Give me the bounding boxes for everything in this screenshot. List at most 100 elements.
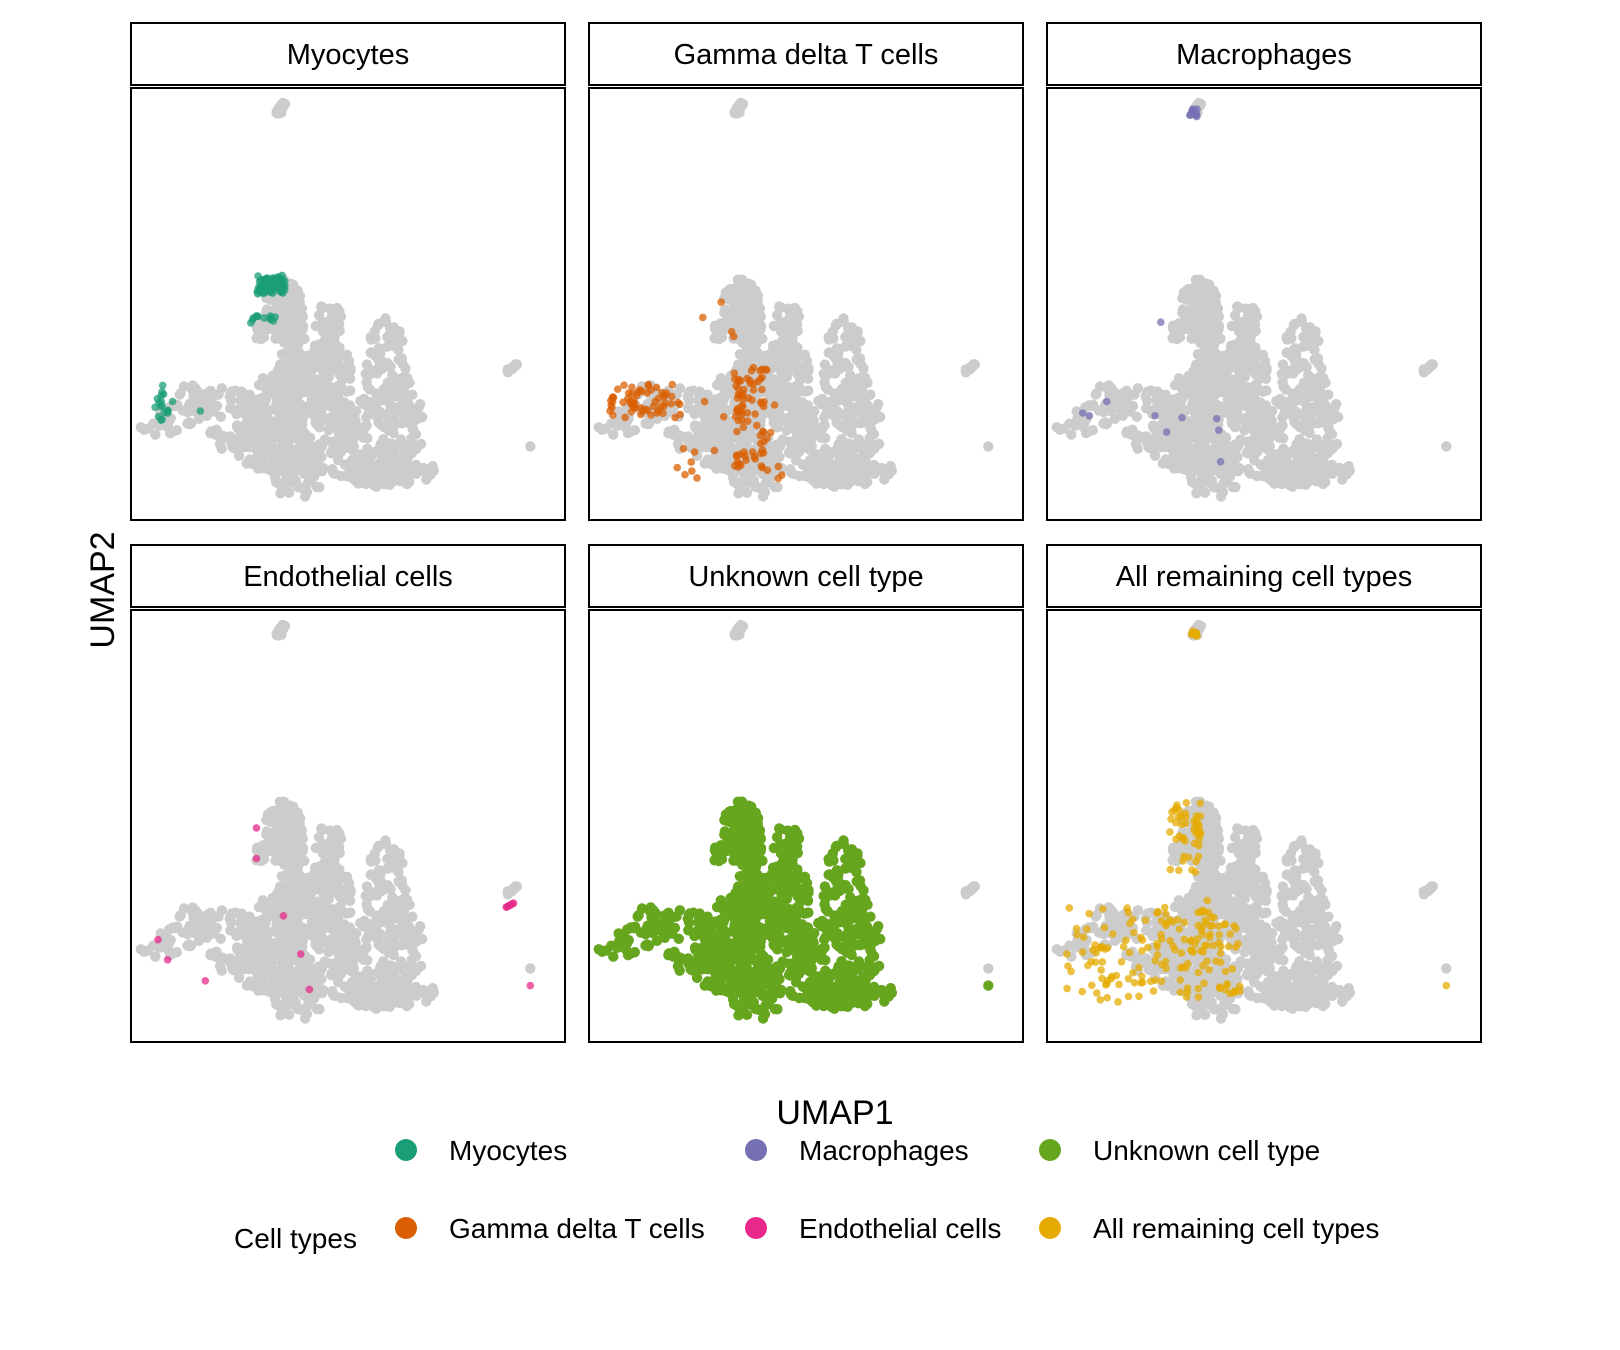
background-point (347, 929, 358, 940)
facet-strip (130, 22, 566, 86)
background-point (271, 451, 282, 462)
background-point (878, 467, 889, 478)
facet-panels: Myocytes Gamma delta T cells MacrophagesEn… (130, 22, 1482, 1043)
background-point (1261, 441, 1272, 453)
background-point (302, 441, 313, 452)
background-point (1186, 428, 1197, 439)
facet-panel: Myocytes (130, 22, 566, 521)
background-point (378, 362, 389, 373)
background-point (1202, 444, 1214, 456)
background-point (1282, 334, 1293, 345)
background-point (325, 365, 336, 376)
background-point (260, 408, 272, 419)
background-point (1251, 446, 1263, 458)
highlight-point (1214, 426, 1223, 435)
highlight-point (609, 393, 618, 402)
background-point (833, 348, 844, 359)
highlight-point (699, 313, 707, 322)
background-point (684, 395, 695, 406)
background-point (821, 450, 832, 462)
background-point (334, 325, 345, 337)
background-point (799, 386, 810, 397)
background-point (286, 406, 297, 417)
facet-panel: Gamma delta T cells (588, 22, 1024, 521)
background-point (1237, 415, 1248, 426)
background-point (1225, 340, 1237, 351)
background-point (345, 441, 356, 453)
background-point (1218, 368, 1230, 380)
background-point (854, 353, 866, 364)
background-point (698, 405, 709, 416)
background-point (1194, 436, 1205, 447)
background-point (737, 307, 748, 319)
background-point (1102, 384, 1114, 395)
background-point (825, 398, 836, 410)
background-point (293, 373, 304, 384)
background-point (350, 937, 361, 948)
background-point (296, 332, 307, 343)
background-point (1226, 462, 1237, 473)
background-point (295, 399, 306, 410)
background-point (316, 301, 327, 312)
background-point (281, 468, 293, 480)
background-point (1149, 450, 1161, 461)
background-point (1204, 291, 1215, 302)
background-point (311, 931, 322, 943)
background-point (833, 439, 844, 450)
background-point (215, 933, 226, 944)
background-point (262, 463, 273, 475)
background-point (1215, 484, 1226, 495)
panel-border (588, 87, 1024, 521)
background-point (334, 407, 345, 418)
background-point (343, 355, 355, 367)
highlight-point (281, 286, 289, 294)
background-point (1070, 420, 1081, 431)
background-point (355, 917, 366, 929)
background-point (836, 362, 847, 373)
background-point (824, 334, 835, 345)
background-point (329, 338, 341, 349)
background-point (744, 431, 756, 442)
background-point (387, 379, 398, 390)
background-point (793, 446, 805, 458)
highlight-point (719, 413, 728, 421)
background-point (813, 395, 824, 407)
background-point (286, 444, 298, 456)
background-point (276, 933, 288, 945)
background-point (226, 395, 237, 406)
highlight-point (1191, 111, 1200, 120)
highlight-point (774, 462, 783, 471)
highlight-point (667, 392, 676, 401)
background-point (314, 482, 325, 493)
background-point (1132, 383, 1144, 394)
background-point (302, 356, 313, 367)
background-point (768, 374, 779, 385)
highlight-point (1157, 318, 1165, 327)
highlight-point (628, 383, 636, 392)
background-point (1120, 388, 1131, 399)
background-point (1192, 411, 1204, 423)
background-point (317, 848, 329, 859)
background-point (723, 306, 734, 317)
background-point (270, 385, 281, 396)
background-point (279, 307, 290, 319)
background-point (1289, 318, 1301, 329)
background-point (1217, 469, 1229, 480)
background-point (778, 398, 789, 409)
background-point (1257, 386, 1268, 397)
background-point (1181, 306, 1192, 317)
background-point (1307, 326, 1318, 337)
background-point (372, 406, 384, 417)
background-point (849, 326, 860, 337)
background-point (345, 887, 356, 898)
background-point (853, 470, 865, 481)
background-point (1187, 451, 1198, 462)
background-point (1291, 439, 1302, 450)
highlight-point (621, 413, 629, 422)
panel-background (131, 88, 565, 520)
background-point (739, 298, 750, 309)
background-point (295, 409, 306, 421)
background-point (361, 377, 372, 388)
highlight-point (157, 402, 165, 411)
